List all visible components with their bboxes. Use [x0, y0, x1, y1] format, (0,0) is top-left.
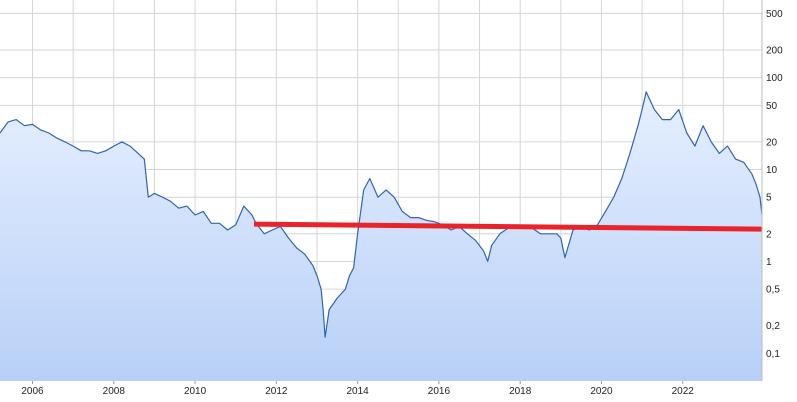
y-tick-label: 2: [766, 229, 772, 240]
x-tick-label: 2022: [672, 386, 695, 397]
series-area-fill: [0, 91, 762, 382]
x-tick-label: 2016: [428, 386, 451, 397]
y-tick-label: 20: [766, 137, 778, 148]
line-layer: [0, 91, 763, 338]
y-tick-label: 0,5: [766, 285, 780, 296]
series-line: [0, 91, 763, 338]
x-tick-label: 2006: [21, 386, 44, 397]
x-axis: 2006 2008 2010 2012 2014 2016 2018 2020 2022: [21, 381, 694, 397]
y-axis: 0,1 0,2 0,5 1 2 5 10 20 50 100 200 500: [761, 0, 783, 381]
y-tick-label: 0,2: [766, 321, 780, 332]
x-tick-label: 2010: [184, 386, 207, 397]
x-tick-label: 2020: [590, 386, 613, 397]
y-tick-label: 10: [766, 165, 778, 176]
y-tick-label: 500: [766, 9, 783, 20]
support-line-annotation: [253, 221, 763, 232]
y-tick-label: 0,1: [766, 349, 780, 360]
y-tick-label: 200: [766, 45, 783, 56]
y-tick-label: 1: [766, 257, 772, 268]
annotation-layer: [253, 221, 763, 232]
y-tick-label: 5: [766, 193, 772, 204]
y-tick-label: 50: [766, 101, 778, 112]
x-tick-label: 2014: [347, 386, 370, 397]
y-tick-label: 100: [766, 73, 783, 84]
x-tick-label: 2012: [265, 386, 288, 397]
area-layer: [0, 91, 762, 382]
x-tick-label: 2008: [103, 386, 126, 397]
x-tick-label: 2018: [509, 386, 532, 397]
